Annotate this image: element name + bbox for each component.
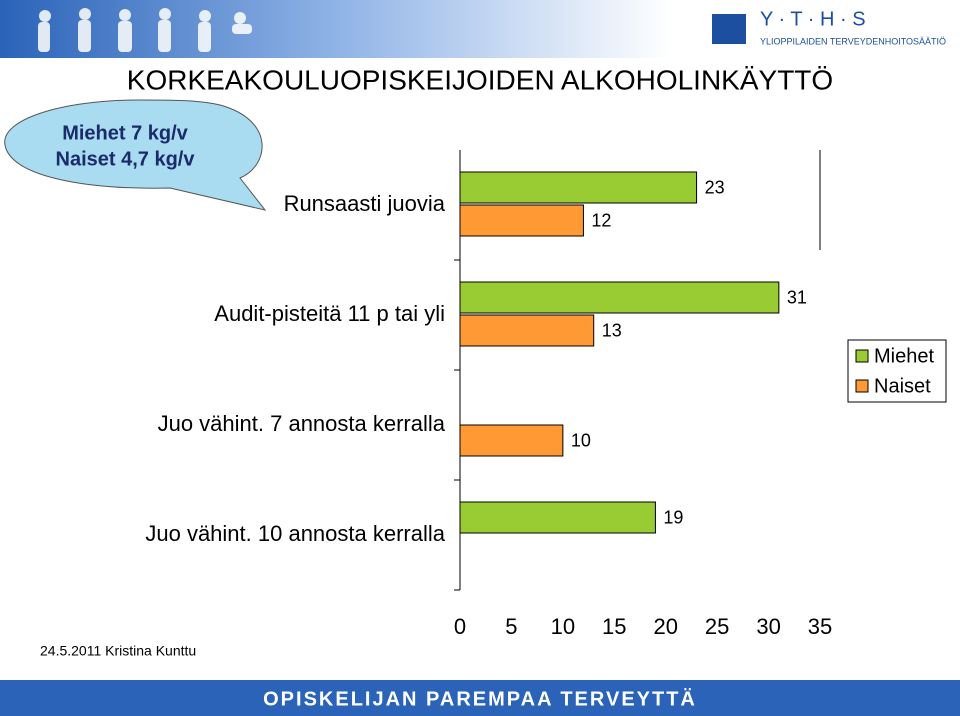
value-label: 31 — [787, 287, 807, 307]
value-label: 10 — [571, 430, 591, 450]
x-tick-label: 35 — [808, 614, 832, 639]
x-tick-label: 20 — [653, 614, 677, 639]
footer-date-author: 24.5.2011 Kristina Kunttu — [40, 643, 196, 659]
value-label: 12 — [591, 210, 611, 230]
x-tick-label: 15 — [602, 614, 626, 639]
legend-label: Miehet — [874, 345, 934, 367]
callout-line: Naiset 4,7 kg/v — [56, 148, 196, 170]
logo-letters: Y · T · H · S — [760, 8, 866, 30]
bar — [459, 501, 656, 534]
x-tick-label: 5 — [505, 614, 517, 639]
category-label: Runsaasti juovia — [284, 191, 446, 216]
footer-slogan: OPISKELIJAN PAREMPAA TERVEYTTÄ — [263, 687, 697, 710]
category-label: Juo vähint. 7 annosta kerralla — [158, 411, 446, 436]
callout-bubble — [4, 99, 267, 211]
value-label: 13 — [602, 320, 622, 340]
bar — [459, 204, 584, 237]
legend-label: Naiset — [874, 375, 931, 397]
category-label: Juo vähint. 10 annosta kerralla — [145, 521, 445, 546]
bar — [459, 314, 595, 347]
bar — [459, 171, 698, 204]
category-label: Audit-pisteitä 11 p tai yli — [214, 301, 445, 326]
x-tick-label: 0 — [454, 614, 466, 639]
logo-subtitle: YLIOPPILAIDEN TERVEYDENHOITOSÄÄTIÖ — [760, 36, 946, 46]
footer-band — [0, 680, 960, 716]
callout-line: Miehet 7 kg/v — [62, 122, 188, 144]
legend-swatch — [855, 349, 869, 363]
chart-title: KORKEAKOULUOPISKEIJOIDEN ALKOHOLINKÄYTTÖ — [127, 64, 833, 95]
x-tick-label: 25 — [705, 614, 729, 639]
value-label: 19 — [663, 507, 683, 527]
x-tick-label: 30 — [756, 614, 780, 639]
value-label: 23 — [705, 177, 725, 197]
logo-mark — [712, 14, 746, 44]
header-silhouettes — [38, 8, 252, 52]
x-tick-label: 10 — [551, 614, 575, 639]
bar — [459, 424, 564, 457]
legend-swatch — [855, 379, 869, 393]
bar — [459, 281, 780, 314]
